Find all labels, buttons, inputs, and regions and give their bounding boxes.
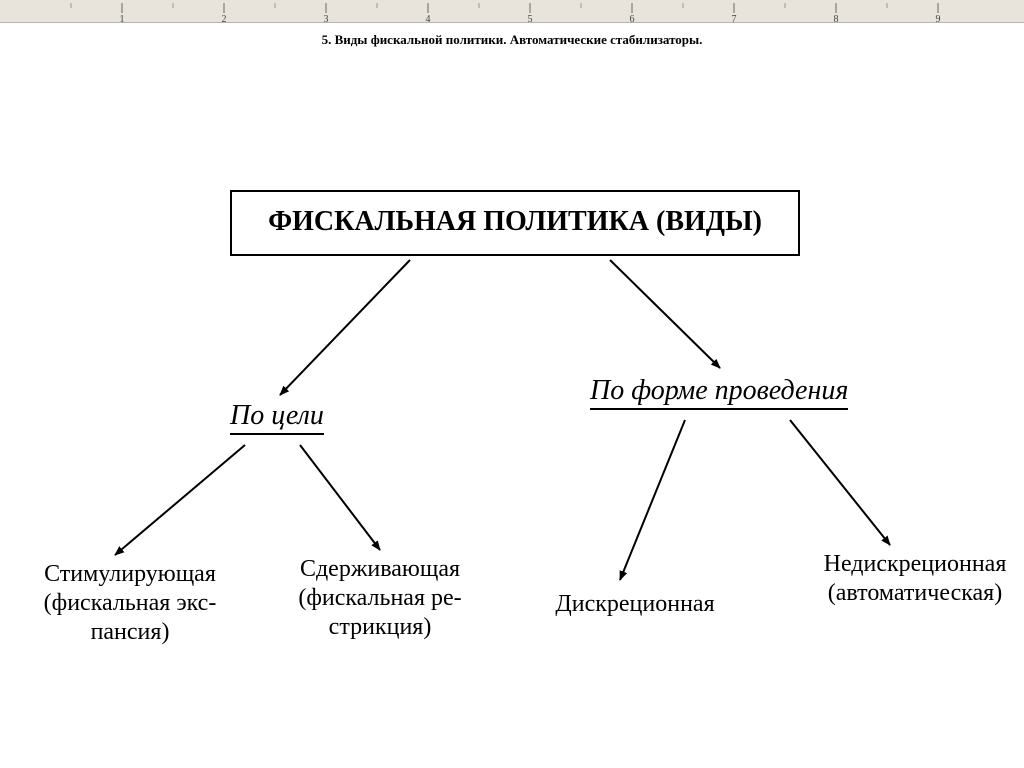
page-title: 5. Виды фискальной политики. Автоматичес…: [0, 32, 1024, 48]
diagram-arrows: [0, 0, 1024, 768]
leaf-restraining: Сдерживающая(фискальная ре-стрикция): [265, 555, 495, 641]
leaf-stimulating: Стимулирующая(фискальная экс-пансия): [5, 560, 255, 646]
category-by-form-label: По форме проведения: [590, 375, 848, 410]
leaf-discretionary: Дискреционная: [525, 590, 745, 619]
diagram-root-box: ФИСКАЛЬНАЯ ПОЛИТИКА (ВИДЫ): [230, 190, 800, 256]
category-by-goal: По цели: [230, 400, 324, 432]
category-by-form: По форме проведения: [590, 375, 848, 407]
category-by-goal-label: По цели: [230, 400, 324, 435]
diagram-root-label: ФИСКАЛЬНАЯ ПОЛИТИКА (ВИДЫ): [268, 206, 762, 237]
leaf-nondiscretionary: Недискреционная(автоматическая): [800, 550, 1024, 608]
ruler: 123456789: [0, 0, 1024, 23]
